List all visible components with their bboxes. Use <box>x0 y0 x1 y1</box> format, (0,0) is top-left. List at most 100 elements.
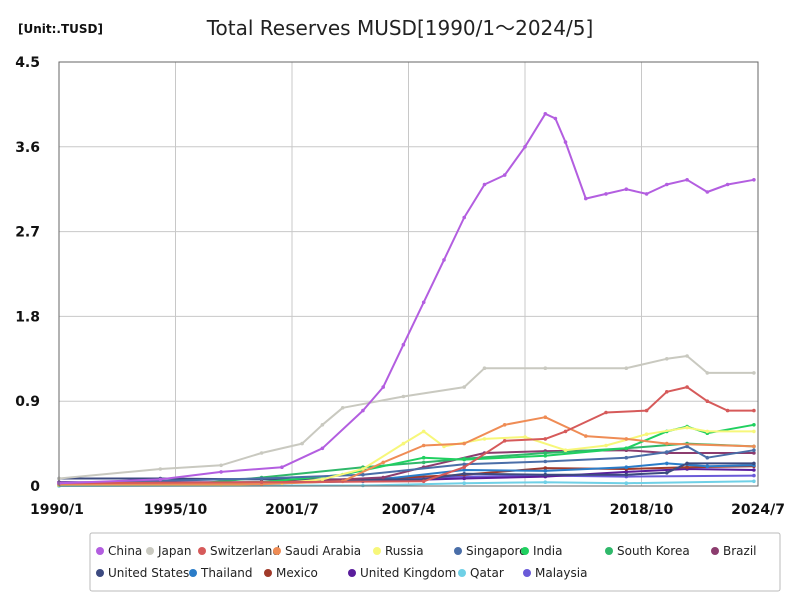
series-line-singapore <box>58 445 755 485</box>
data-point-singapore <box>705 455 710 460</box>
data-point-united-kingdom <box>462 476 467 481</box>
data-point-singapore <box>685 444 689 449</box>
data-point-china <box>563 140 568 144</box>
legend-marker-mexico <box>264 569 272 577</box>
legend-marker-saudi-arabia <box>273 547 281 555</box>
legend-label-singapore: Singapore <box>466 544 527 558</box>
y-tick-label: 0 <box>30 479 40 495</box>
data-point-japan <box>300 441 304 446</box>
legend: China Japan Switzerland Saudi Arabia Russia S… <box>96 544 757 580</box>
data-point-japan <box>340 406 345 410</box>
y-tick-label: 4.5 <box>15 55 40 71</box>
data-point-china <box>604 192 608 196</box>
data-point-singapore <box>543 459 548 464</box>
data-point-japan <box>219 463 223 468</box>
data-point-singapore <box>752 448 756 453</box>
data-point-saudi-arabia <box>421 443 426 448</box>
x-tick-label: 2007/4 <box>382 502 436 518</box>
data-point-china <box>320 446 325 451</box>
data-point-qatar <box>624 481 629 486</box>
data-point-china <box>401 342 406 347</box>
legend-marker-united-kingdom <box>348 569 356 577</box>
data-point-russia <box>320 477 325 482</box>
data-point-india <box>421 455 426 460</box>
data-point-united-kingdom <box>752 468 756 472</box>
legend-label-switzerland: Switzerland <box>210 544 280 558</box>
data-point-saudi-arabia <box>381 460 386 465</box>
legend-marker-malaysia <box>523 569 531 577</box>
plot-frame <box>58 61 759 487</box>
data-point-united-states <box>462 472 467 476</box>
data-point-switzerland <box>665 390 669 394</box>
data-point-qatar <box>543 480 548 485</box>
data-point-china <box>523 145 527 149</box>
legend-marker-japan <box>146 547 154 555</box>
data-point-saudi-arabia <box>624 437 629 441</box>
data-point-japan <box>705 371 710 375</box>
data-point-japan <box>543 366 548 371</box>
data-point-japan <box>320 423 325 427</box>
data-point-united-states <box>752 461 756 466</box>
data-point-russia <box>752 429 756 434</box>
x-tick-label: 1995/10 <box>144 502 208 518</box>
data-point-russia <box>644 432 649 437</box>
data-point-japan <box>624 366 629 371</box>
data-point-switzerland <box>604 410 608 415</box>
data-point-japan <box>482 366 487 371</box>
data-point-thailand <box>462 468 467 472</box>
data-point-china <box>442 258 446 262</box>
data-point-india <box>752 423 756 427</box>
data-point-singapore <box>259 476 264 481</box>
data-point-china <box>624 187 629 191</box>
data-point-united-states <box>624 472 629 477</box>
data-point-china <box>725 182 730 187</box>
legend-label-india: India <box>533 544 562 558</box>
grid <box>59 62 758 486</box>
legend-label-malaysia: Malaysia <box>535 566 587 580</box>
data-point-saudi-arabia <box>752 444 756 449</box>
legend-label-japan: Japan <box>157 544 191 558</box>
data-point-china <box>685 178 689 182</box>
data-point-switzerland <box>685 385 689 389</box>
data-point-russia <box>685 425 689 430</box>
data-point-united-states <box>685 461 689 466</box>
legend-marker-united-states <box>96 569 104 577</box>
data-point-saudi-arabia <box>502 423 507 427</box>
data-point-thailand <box>624 465 629 470</box>
data-point-switzerland <box>725 408 730 413</box>
legend-label-china: China <box>108 544 142 558</box>
data-point-switzerland <box>543 437 548 441</box>
data-point-saudi-arabia <box>665 441 669 446</box>
data-point-south-korea <box>421 460 426 465</box>
x-tick-label: 1990/1 <box>30 502 84 518</box>
data-point-russia <box>604 443 608 448</box>
data-point-india <box>543 454 548 458</box>
data-point-mexico <box>685 465 689 470</box>
data-point-singapore <box>624 455 629 460</box>
data-point-china <box>482 182 487 187</box>
data-point-china <box>584 196 588 201</box>
data-point-china <box>421 300 426 305</box>
data-point-china <box>158 477 163 482</box>
data-point-china <box>361 408 365 413</box>
legend-marker-brazil <box>711 547 719 555</box>
legend-label-saudi-arabia: Saudi Arabia <box>285 544 361 558</box>
legend-marker-russia <box>373 547 381 555</box>
data-point-singapore <box>665 450 669 454</box>
data-point-china <box>665 182 669 187</box>
unit-label: [Unit:.TUSD] <box>18 22 103 36</box>
y-axis: 0 0.9 1.8 2.7 3.6 4.5 <box>15 55 40 495</box>
legend-marker-india <box>521 547 529 555</box>
data-point-singapore <box>361 472 365 477</box>
data-point-switzerland <box>502 439 507 443</box>
data-point-united-states <box>665 471 669 475</box>
data-point-saudi-arabia <box>584 434 588 438</box>
data-point-switzerland <box>421 479 426 484</box>
data-point-china <box>381 385 386 389</box>
data-point-china <box>219 470 223 474</box>
data-point-south-korea <box>543 451 548 455</box>
data-point-india <box>624 446 629 451</box>
data-point-japan <box>259 451 264 455</box>
data-point-japan <box>158 467 163 471</box>
data-point-russia <box>401 441 406 446</box>
